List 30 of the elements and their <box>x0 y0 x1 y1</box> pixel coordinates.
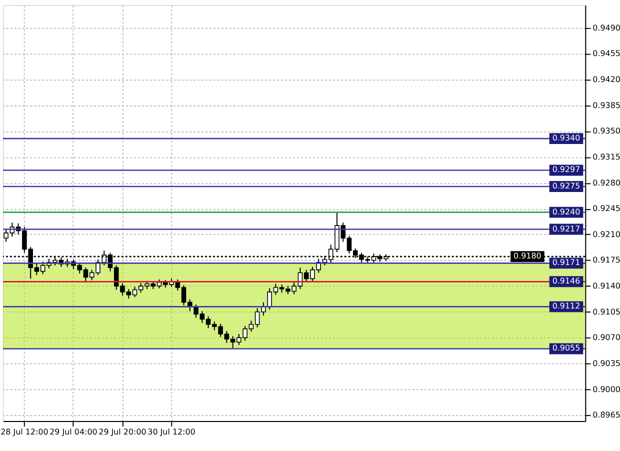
y-tick-label: 0.9175 <box>592 256 620 265</box>
y-tick-label: 0.9000 <box>592 384 620 394</box>
y-tick-label: 0.9280 <box>592 178 620 188</box>
ref-line-label: 0.9055 <box>552 344 580 353</box>
x-tick-label: 29 Jul 04:00 <box>50 427 98 436</box>
y-tick-label: 0.9035 <box>592 358 620 368</box>
y-tick-label: 0.9070 <box>592 333 620 342</box>
y-tick-label: 0.9420 <box>592 75 620 84</box>
ref-line-label: 0.9275 <box>552 181 580 190</box>
ref-line-label: 0.9146 <box>552 276 580 286</box>
x-tick-label: 28 Jul 12:00 <box>0 427 48 436</box>
y-tick-label: 0.9245 <box>592 204 620 214</box>
ref-line-label: 0.9112 <box>552 302 580 311</box>
x-tick-label: 29 Jul 20:00 <box>98 427 146 436</box>
y-tick-label: 0.9315 <box>592 152 620 162</box>
y-tick-label: 0.9385 <box>592 100 620 110</box>
ref-line-label: 0.9180 <box>514 252 542 261</box>
ref-line-label: 0.9297 <box>552 165 580 174</box>
y-tick-label: 0.9105 <box>592 307 620 316</box>
y-tick-label: 0.8965 <box>592 410 620 420</box>
ref-line-label: 0.9171 <box>552 258 580 268</box>
ref-line-label: 0.9340 <box>552 134 580 143</box>
y-tick-label: 0.9350 <box>592 126 620 136</box>
ref-line-label: 0.9217 <box>552 224 580 234</box>
y-tick-label: 0.9455 <box>592 49 620 58</box>
ref-line-label: 0.9240 <box>552 207 580 216</box>
x-tick-label: 30 Jul 12:00 <box>148 427 196 436</box>
y-tick-label: 0.9210 <box>592 230 620 239</box>
y-tick-label: 0.9140 <box>592 282 620 291</box>
y-tick-label: 0.9490 <box>592 23 620 32</box>
